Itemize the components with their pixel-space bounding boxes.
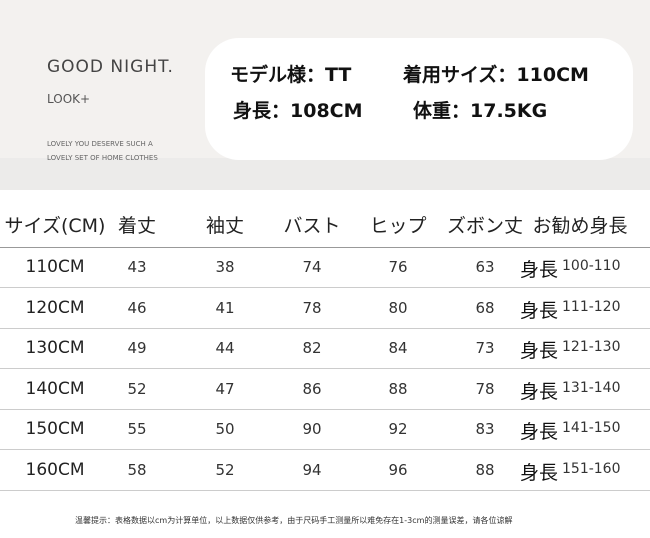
tagline: LOVELY YOU DESERVE SUCH A bbox=[47, 140, 153, 148]
table-cell: 50 bbox=[215, 420, 235, 439]
brand-subtitle: LOOK+ bbox=[47, 92, 91, 106]
model-info: 着用サイズ：110CM bbox=[403, 64, 589, 86]
table-cell: 78 bbox=[475, 379, 495, 398]
height-range: 111-120 bbox=[562, 298, 621, 315]
table-cell: 94 bbox=[302, 461, 322, 479]
height-prefix: 身長 bbox=[520, 259, 559, 281]
table-cell: 88 bbox=[388, 379, 408, 398]
row-rule bbox=[0, 368, 650, 370]
table-cell: 52 bbox=[215, 461, 235, 479]
size-label: 130CM bbox=[25, 338, 85, 359]
model-info: 身長：108CM bbox=[233, 100, 363, 122]
height-range: 131-140 bbox=[562, 379, 621, 396]
model-box bbox=[205, 38, 633, 160]
table-cell: 80 bbox=[388, 298, 408, 317]
table-cell: 68 bbox=[475, 298, 495, 317]
tagline: LOVELY SET OF HOME CLOTHES bbox=[47, 154, 158, 162]
table-cell: 84 bbox=[388, 339, 408, 358]
height-prefix: 身長 bbox=[520, 340, 559, 363]
row-rule bbox=[0, 247, 650, 248]
table-cell: 76 bbox=[388, 258, 408, 276]
row-rule bbox=[0, 287, 650, 288]
row-rule bbox=[0, 408, 650, 410]
size-label: 150CM bbox=[25, 419, 85, 440]
table-cell: 52 bbox=[127, 379, 147, 398]
size-label: 120CM bbox=[25, 297, 85, 318]
column-header: バスト bbox=[283, 215, 341, 237]
table-cell: 41 bbox=[215, 298, 235, 317]
column-header: 袖丈 bbox=[205, 215, 245, 237]
table-cell: 43 bbox=[127, 258, 147, 276]
row-rule bbox=[0, 490, 650, 491]
size-label: 160CM bbox=[25, 460, 85, 480]
header-band bbox=[0, 158, 650, 190]
row-rule bbox=[0, 449, 650, 451]
table-cell: 58 bbox=[127, 461, 147, 479]
size-label: 110CM bbox=[25, 257, 85, 277]
column-header: ズボン丈 bbox=[446, 215, 524, 237]
height-prefix: 身長 bbox=[520, 380, 559, 403]
height-prefix: 身長 bbox=[520, 462, 559, 484]
height-range: 121-130 bbox=[562, 339, 621, 356]
table-cell: 44 bbox=[215, 339, 235, 358]
table-cell: 55 bbox=[127, 420, 147, 439]
column-header: ヒップ bbox=[369, 215, 427, 237]
table-cell: 83 bbox=[475, 420, 495, 439]
model-info: モデル様：TT bbox=[230, 64, 352, 86]
table-cell: 49 bbox=[127, 339, 147, 358]
height-range: 100-110 bbox=[562, 258, 621, 274]
table-cell: 63 bbox=[475, 258, 495, 276]
column-header: 着丈 bbox=[117, 215, 157, 237]
footer-note: 温馨提示：表格数据以cm为计算单位，以上数据仅供参考，由于尺码手工测量所以难免存… bbox=[75, 516, 513, 525]
table-cell: 78 bbox=[302, 298, 322, 317]
table-cell: 46 bbox=[127, 298, 147, 317]
table-cell: 86 bbox=[302, 379, 322, 398]
model-info: 体重：17.5KG bbox=[413, 100, 548, 122]
height-prefix: 身長 bbox=[520, 299, 559, 322]
height-range: 151-160 bbox=[562, 461, 621, 477]
table-cell: 90 bbox=[302, 420, 322, 439]
brand-title: GOOD NIGHT. bbox=[47, 57, 174, 77]
table-cell: 73 bbox=[475, 339, 495, 358]
column-header: サイズ(CM) bbox=[4, 215, 106, 237]
table-cell: 47 bbox=[215, 379, 235, 398]
table-cell: 82 bbox=[302, 339, 322, 358]
row-rule bbox=[0, 327, 650, 329]
table-cell: 92 bbox=[388, 420, 408, 439]
table-cell: 96 bbox=[388, 461, 408, 479]
size-label: 140CM bbox=[25, 378, 85, 399]
height-prefix: 身長 bbox=[520, 421, 559, 444]
table-cell: 88 bbox=[475, 461, 495, 479]
table-cell: 74 bbox=[302, 258, 322, 276]
table-cell: 38 bbox=[215, 258, 235, 276]
column-header: お勧め身長 bbox=[532, 215, 628, 237]
height-range: 141-150 bbox=[562, 420, 621, 437]
